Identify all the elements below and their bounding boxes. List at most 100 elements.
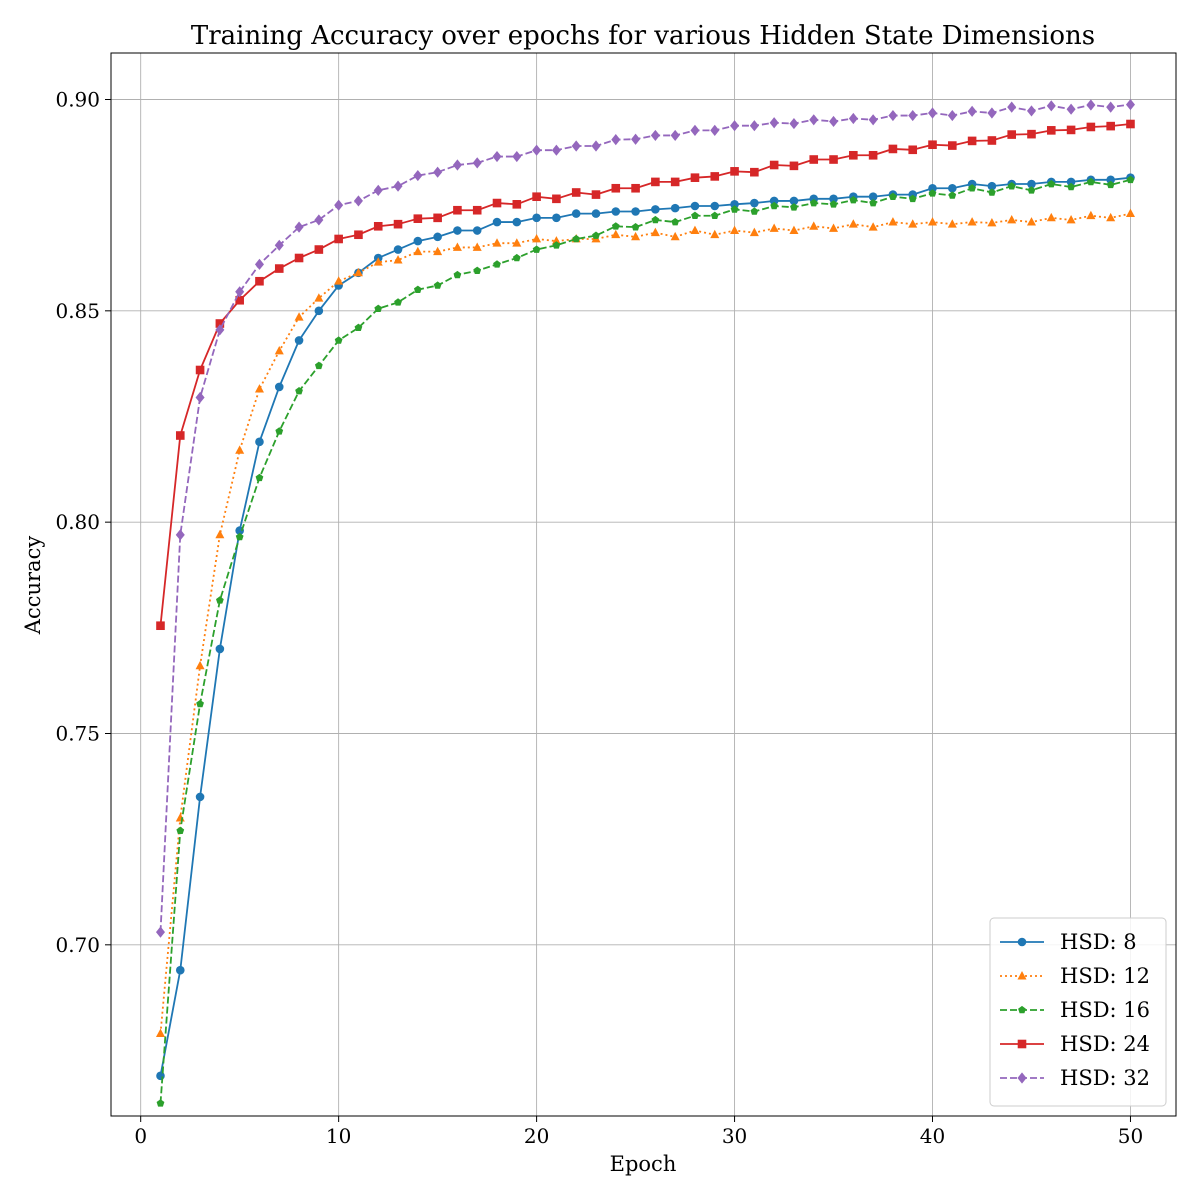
- data-point: [571, 188, 581, 197]
- data-point: [274, 264, 284, 273]
- data-point: [571, 140, 581, 152]
- data-point: [1066, 125, 1076, 135]
- data-point: [1086, 177, 1095, 186]
- data-point: [710, 124, 720, 136]
- data-point: [829, 194, 838, 204]
- axis-ticks: 0 10 20 30 40 50 0.70 0.75 0.80 0.85 0.90: [55, 87, 1143, 1148]
- data-point: [789, 117, 799, 130]
- legend-label: HSD: 12: [1060, 964, 1150, 988]
- data-point: [888, 217, 898, 226]
- data-point: [987, 136, 997, 145]
- data-point: [868, 222, 878, 231]
- data-point: [651, 177, 660, 187]
- data-point: [195, 391, 205, 404]
- data-point: [235, 445, 245, 454]
- legend-box: [989, 917, 1167, 1107]
- data-point: [690, 225, 700, 234]
- data-point: [1066, 103, 1076, 115]
- data-point: [551, 236, 561, 245]
- plot-frame: [110, 52, 1177, 1117]
- data-point: [314, 306, 324, 316]
- x-tick-label: 0: [134, 1124, 147, 1148]
- data-point: [512, 253, 521, 262]
- data-point: [393, 180, 403, 192]
- data-point: [1106, 121, 1115, 131]
- data-point: [175, 965, 185, 975]
- data-point: [176, 826, 185, 835]
- data-point: [215, 319, 225, 328]
- data-point: [1066, 215, 1076, 224]
- data-point: [1007, 215, 1017, 224]
- data-point: [888, 144, 898, 154]
- data-point: [373, 221, 383, 231]
- data-point: [433, 213, 442, 223]
- data-point: [1046, 212, 1056, 222]
- data-point: [1027, 186, 1036, 194]
- data-point: [552, 194, 561, 204]
- data-point: [829, 155, 838, 164]
- data-point: [769, 160, 779, 170]
- legend-item: HSD: 12: [1000, 964, 1150, 988]
- data-point: [314, 361, 323, 370]
- legend-label: HSD: 32: [1060, 1066, 1150, 1090]
- data-point: [255, 276, 264, 286]
- data-point: [947, 109, 957, 122]
- data-point: [334, 234, 343, 244]
- data-point: [1106, 175, 1115, 185]
- data-point: [1086, 99, 1096, 111]
- data-point: [571, 209, 581, 218]
- y-tick-label: 0.85: [55, 299, 100, 323]
- data-point: [1007, 130, 1016, 139]
- x-axis-title: Epoch: [610, 1152, 677, 1176]
- series-layer: [155, 98, 1135, 1107]
- data-point: [948, 183, 957, 193]
- data-point: [1067, 182, 1075, 191]
- data-point: [730, 200, 739, 209]
- data-point: [1086, 122, 1096, 132]
- data-point: [1026, 105, 1037, 117]
- data-point: [809, 155, 819, 164]
- data-point: [452, 159, 462, 171]
- data-point: [730, 167, 739, 176]
- legend-item: HSD: 24: [1000, 1032, 1150, 1056]
- data-point: [453, 205, 462, 215]
- series-line: [159, 103, 1131, 933]
- data-point: [927, 107, 938, 119]
- data-point: [433, 166, 443, 178]
- data-point: [848, 219, 858, 228]
- data-point: [215, 596, 224, 604]
- data-point: [908, 194, 917, 203]
- data-point: [552, 213, 561, 223]
- data-point: [551, 144, 561, 156]
- data-point: [947, 219, 957, 228]
- data-point: [888, 109, 898, 122]
- data-point: [492, 198, 502, 208]
- data-point: [295, 387, 303, 395]
- data-point: [631, 231, 641, 241]
- data-point: [631, 223, 640, 231]
- data-point: [671, 217, 680, 226]
- data-point: [413, 169, 423, 182]
- data-point: [849, 150, 858, 160]
- data-point: [433, 246, 443, 256]
- legend-item: HSD: 16: [1000, 998, 1150, 1022]
- data-point: [790, 203, 798, 211]
- data-point: [611, 207, 621, 216]
- data-point: [472, 157, 482, 169]
- data-point: [670, 203, 680, 213]
- data-point: [809, 114, 819, 126]
- data-point: [848, 112, 858, 125]
- data-point: [750, 198, 759, 208]
- data-point: [769, 117, 779, 129]
- data-point: [1086, 210, 1096, 220]
- data-point: [967, 105, 977, 117]
- data-point: [413, 246, 423, 256]
- data-point: [591, 140, 601, 152]
- data-point: [492, 150, 502, 163]
- data-point: [611, 222, 620, 230]
- data-point: [651, 205, 660, 214]
- legend-item: HSD: 32: [1000, 1066, 1150, 1090]
- x-tick-label: 30: [722, 1124, 747, 1148]
- data-point: [255, 473, 264, 482]
- data-point: [394, 298, 402, 306]
